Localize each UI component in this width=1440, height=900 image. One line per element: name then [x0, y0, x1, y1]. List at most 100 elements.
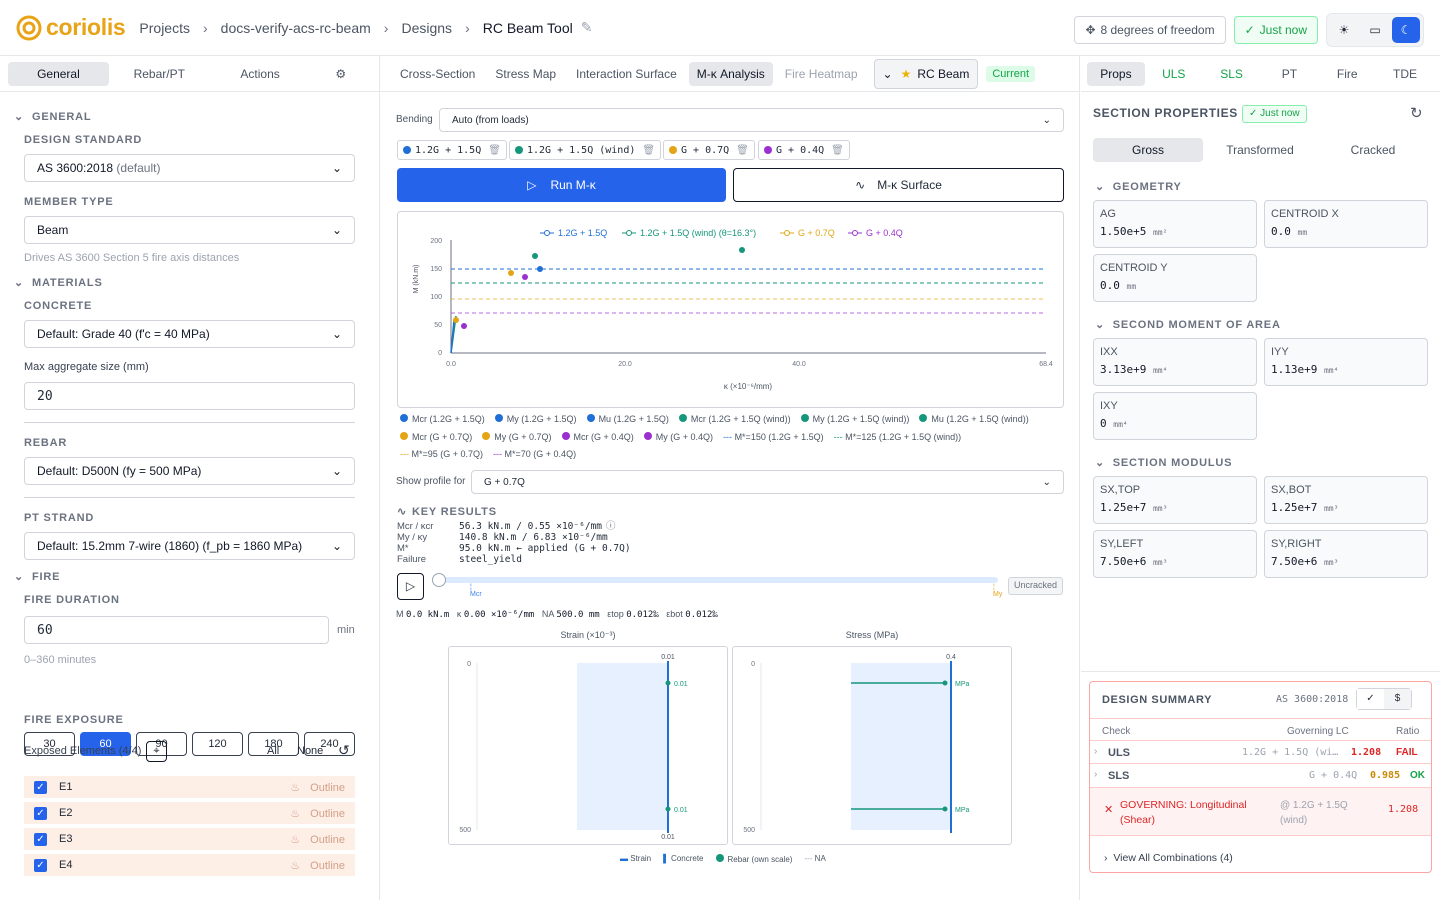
legend-item[interactable]: Mcr (G + 0.4Q) — [561, 432, 634, 442]
trash-icon[interactable]: 🗑 — [488, 144, 501, 156]
legend-item[interactable]: G + 0.4Q — [848, 228, 903, 238]
tab-tde[interactable]: TDE — [1393, 66, 1418, 81]
legend-item[interactable]: My (1.2G + 1.5Q) — [494, 414, 577, 424]
crumb-projects[interactable]: Projects — [139, 19, 190, 36]
section-materials[interactable]: ⌄ MATERIALS — [14, 276, 103, 290]
tab-uls[interactable]: ULS — [1162, 66, 1186, 81]
lc-chip[interactable]: G + 0.4Q 🗑 — [758, 140, 850, 160]
moon-icon[interactable]: ☾ — [1392, 17, 1420, 43]
seg-transformed[interactable]: Transformed — [1226, 143, 1294, 157]
dof-badge[interactable]: ✥ 8 degrees of freedom — [1074, 16, 1226, 44]
tab-stress-map[interactable]: Stress Map — [495, 66, 557, 81]
slider-handle[interactable] — [432, 573, 446, 587]
table-row[interactable]: › SLS G + 0.4Q 0.985 OK — [1090, 764, 1431, 788]
seg-cracked[interactable]: Cracked — [1350, 143, 1396, 157]
section-geometry[interactable]: ⌄ GEOMETRY — [1095, 181, 1182, 193]
legend-item[interactable]: 1.2G + 1.5Q (wind) (θ=16.3°) — [622, 228, 756, 238]
refresh-icon[interactable]: ↻ — [1410, 105, 1423, 122]
section-fire[interactable]: ⌄ FIRE — [14, 570, 61, 584]
tab-interaction-surface[interactable]: Interaction Surface — [576, 66, 677, 81]
fire-240-button[interactable]: 240 — [304, 732, 355, 756]
tab-general[interactable]: General — [8, 61, 109, 86]
legend-item[interactable]: 1.2G + 1.5Q — [540, 228, 607, 238]
view-all-combinations-link[interactable]: › View All Combinations (4) — [1104, 852, 1233, 864]
seg-gross[interactable]: Gross — [1093, 138, 1203, 162]
governing-row[interactable]: ✕ GOVERNING: Longitudinal (Shear) @ 1.2G… — [1090, 788, 1431, 836]
checkbox-icon[interactable]: ✓ — [34, 832, 47, 846]
element-row-e2[interactable]: ✓ E2 ♨ Outline — [24, 802, 355, 824]
legend-item[interactable]: ▬ Strain — [620, 854, 652, 863]
legend-item[interactable]: --- NA — [804, 854, 826, 863]
crumb-designs[interactable]: Designs — [401, 19, 453, 36]
element-row-e3[interactable]: ✓ E3 ♨ Outline — [24, 828, 355, 850]
tab-sls[interactable]: SLS — [1220, 66, 1243, 81]
element-row-e1[interactable]: ✓ E1 ♨ Outline — [24, 776, 355, 798]
legend-item[interactable]: My (G + 0.7Q) — [482, 432, 552, 442]
concrete-select[interactable]: Default: Grade 40 (f'c = 40 MPa) ⌄ — [24, 320, 355, 348]
member-selector[interactable]: ⌄ ★ RC Beam — [873, 58, 979, 89]
tab-rebar-pt[interactable]: Rebar/PT — [133, 66, 185, 81]
fire-30-button[interactable]: 30 — [24, 732, 75, 756]
legend-item[interactable]: --- M*=70 (G + 0.4Q) — [493, 449, 577, 459]
pointer-select-icon[interactable]: ⌖ — [146, 741, 167, 762]
profile-select[interactable]: G + 0.7Q ⌄ — [471, 470, 1064, 494]
legend-item[interactable]: Mu (1.2G + 1.5Q) — [586, 414, 669, 424]
section-general[interactable]: ⌄ GENERAL — [14, 110, 92, 124]
check-icon[interactable]: ✓ — [1357, 689, 1384, 709]
trash-icon[interactable]: 🗑 — [642, 144, 656, 156]
lc-chip[interactable]: 1.2G + 1.5Q (wind) 🗑 — [509, 140, 662, 160]
checkbox-icon[interactable]: ✓ — [34, 858, 47, 872]
section-modulus[interactable]: ⌄ SECTION MODULUS — [1095, 457, 1233, 469]
table-row[interactable]: › ULS 1.2G + 1.5Q (wi… 1.208 FAIL — [1090, 740, 1431, 764]
tab-cross-section[interactable]: Cross-Section — [400, 66, 476, 81]
crumb-project[interactable]: docs-verify-acs-rc-beam — [220, 19, 371, 36]
edit-icon[interactable]: ✎ — [580, 19, 593, 35]
tab-actions[interactable]: Actions — [240, 66, 280, 81]
lc-chip[interactable]: 1.2G + 1.5Q 🗑 — [397, 140, 507, 160]
legend-item[interactable]: Mcr (1.2G + 1.5Q) — [400, 414, 485, 424]
tab-fire[interactable]: Fire — [1336, 66, 1358, 81]
checkbox-icon[interactable]: ✓ — [34, 806, 47, 820]
lc-chip[interactable]: G + 0.7Q 🗑 — [663, 140, 755, 160]
design-standard-select[interactable]: AS 3600:2018 (default) ⌄ — [24, 154, 355, 182]
reset-icon[interactable]: ↺ — [338, 742, 350, 758]
tab-fire-heatmap[interactable]: Fire Heatmap — [784, 66, 858, 81]
element-row-e4[interactable]: ✓ E4 ♨ Outline — [24, 854, 355, 876]
rebar-select[interactable]: Default: D500N (fy = 500 MPa) ⌄ — [24, 457, 355, 485]
legend-item[interactable]: --- M*=95 (G + 0.7Q) — [400, 449, 484, 459]
legend-item[interactable]: Rebar (own scale) — [715, 854, 792, 864]
fire-180-button[interactable]: 180 — [248, 732, 299, 756]
legend-item[interactable]: Mcr (G + 0.7Q) — [400, 432, 472, 442]
select-none-link[interactable]: None — [297, 745, 324, 757]
member-type-select[interactable]: Beam ⌄ — [24, 216, 355, 244]
legend-item[interactable]: ▌ Concrete — [663, 854, 704, 863]
fire-duration-input[interactable]: 60 — [24, 616, 329, 644]
legend-item[interactable]: --- M*=150 (1.2G + 1.5Q) — [723, 432, 824, 442]
section-second-moment[interactable]: ⌄ SECOND MOMENT OF AREA — [1095, 319, 1281, 331]
trash-icon[interactable]: 🗑 — [831, 144, 844, 156]
tab-mk-analysis[interactable]: M-κ Analysis — [688, 61, 773, 86]
legend-item[interactable]: My (1.2G + 1.5Q (wind)) — [800, 414, 909, 424]
dollar-icon[interactable]: $ — [1384, 689, 1411, 709]
legend-item[interactable]: G + 0.7Q — [780, 228, 835, 238]
tab-props[interactable]: Props — [1087, 61, 1145, 86]
fire-60-button[interactable]: 60 — [80, 732, 131, 756]
agg-input[interactable]: 20 — [24, 382, 355, 410]
legend-item[interactable]: Mu (1.2G + 1.5Q (wind)) — [919, 414, 1029, 424]
pt-select[interactable]: Default: 15.2mm 7-wire (1860) (f_pb = 18… — [24, 532, 355, 560]
monitor-icon[interactable]: ▭ — [1369, 23, 1381, 37]
legend-item[interactable]: My (G + 0.4Q) — [643, 432, 713, 442]
mk-surface-button[interactable]: ∿ M-κ Surface — [733, 168, 1064, 202]
moment-slider[interactable] — [440, 577, 998, 583]
tab-pt[interactable]: PT — [1281, 66, 1298, 81]
trash-icon[interactable]: 🗑 — [736, 144, 749, 156]
select-all-link[interactable]: All — [267, 745, 280, 757]
gear-icon[interactable]: ⚙ — [335, 66, 347, 81]
bending-select[interactable]: Auto (from loads) ⌄ — [439, 108, 1064, 132]
run-mk-button[interactable]: ▷ Run M-κ — [397, 168, 726, 202]
info-icon[interactable]: ⓘ — [606, 521, 616, 532]
checkbox-icon[interactable]: ✓ — [34, 780, 47, 794]
logo[interactable]: coriolis — [16, 14, 126, 41]
legend-item[interactable]: --- M*=125 (1.2G + 1.5Q (wind)) — [833, 432, 962, 442]
fire-120-button[interactable]: 120 — [192, 732, 243, 756]
